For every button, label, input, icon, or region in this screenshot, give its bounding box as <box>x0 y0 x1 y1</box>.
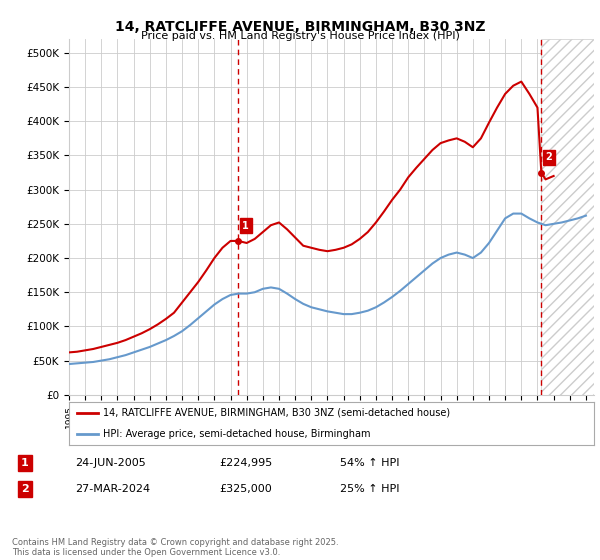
Text: Price paid vs. HM Land Registry's House Price Index (HPI): Price paid vs. HM Land Registry's House … <box>140 31 460 41</box>
Text: 2: 2 <box>545 152 552 162</box>
Text: £325,000: £325,000 <box>220 484 272 494</box>
Text: 1: 1 <box>21 458 29 468</box>
Text: 54% ↑ HPI: 54% ↑ HPI <box>340 458 400 468</box>
Text: 25% ↑ HPI: 25% ↑ HPI <box>340 484 400 494</box>
Text: 27-MAR-2024: 27-MAR-2024 <box>76 484 151 494</box>
Text: 2: 2 <box>21 484 29 494</box>
Text: 24-JUN-2005: 24-JUN-2005 <box>76 458 146 468</box>
Text: HPI: Average price, semi-detached house, Birmingham: HPI: Average price, semi-detached house,… <box>103 429 371 439</box>
Text: 14, RATCLIFFE AVENUE, BIRMINGHAM, B30 3NZ (semi-detached house): 14, RATCLIFFE AVENUE, BIRMINGHAM, B30 3N… <box>103 408 450 418</box>
Text: Contains HM Land Registry data © Crown copyright and database right 2025.
This d: Contains HM Land Registry data © Crown c… <box>12 538 338 557</box>
Text: £224,995: £224,995 <box>220 458 272 468</box>
Text: 1: 1 <box>242 221 249 231</box>
Text: 14, RATCLIFFE AVENUE, BIRMINGHAM, B30 3NZ: 14, RATCLIFFE AVENUE, BIRMINGHAM, B30 3N… <box>115 20 485 34</box>
